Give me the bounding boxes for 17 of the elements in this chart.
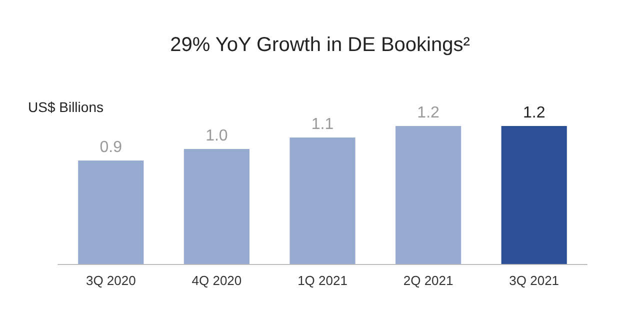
bar xyxy=(184,149,250,264)
x-tick-label: 3Q 2020 xyxy=(86,273,136,288)
y-axis-title: US$ Billions xyxy=(28,99,104,115)
bar xyxy=(396,126,462,264)
bar xyxy=(290,138,356,264)
x-tick-label: 2Q 2021 xyxy=(403,273,454,288)
bar xyxy=(501,126,567,264)
data-label: 1.1 xyxy=(311,116,334,133)
data-label: 0.9 xyxy=(100,139,122,156)
bar xyxy=(78,160,144,264)
x-tick-label: 3Q 2021 xyxy=(509,273,560,288)
data-label: 1.2 xyxy=(417,104,440,122)
x-tick-label: 1Q 2021 xyxy=(298,273,348,288)
chart-title: 29% YoY Growth in DE Bookings² xyxy=(170,34,470,56)
data-label: 1.2 xyxy=(522,104,546,122)
x-tick-label: 4Q 2020 xyxy=(192,273,242,288)
data-label: 1.0 xyxy=(206,128,228,144)
